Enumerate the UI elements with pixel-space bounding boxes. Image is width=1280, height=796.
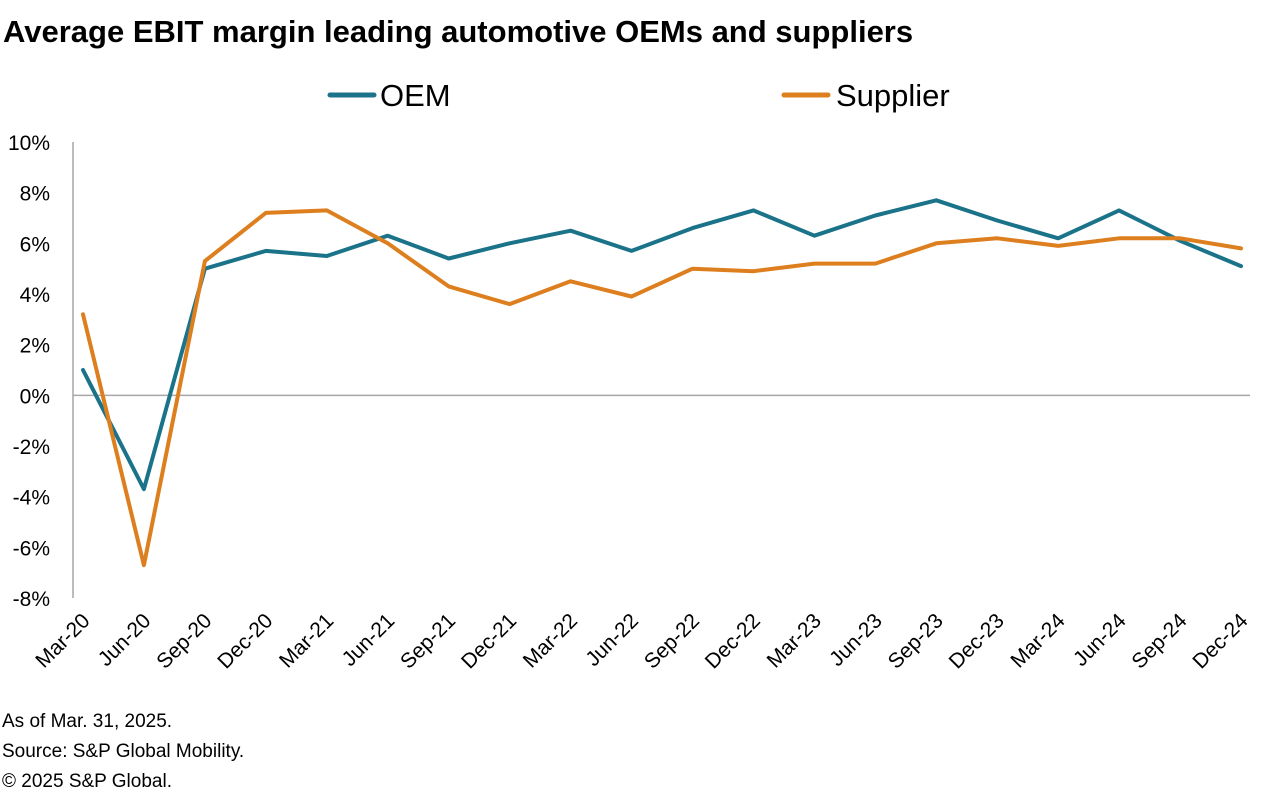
y-tick-label: 2% [20,335,50,358]
x-tick-label: Jun-20 [94,609,156,671]
y-tick-label: 0% [20,385,50,408]
x-tick-label: Jun-22 [581,609,643,671]
legend-label-supplier: Supplier [836,78,950,113]
y-tick-label: -6% [13,537,50,560]
series-layer [81,198,1243,568]
footnote-source: Source: S&P Global Mobility. [2,741,245,762]
y-tick-label: 6% [20,233,50,256]
x-tick-label: Sep-24 [1127,609,1191,673]
footnote-date: As of Mar. 31, 2025. [2,711,173,732]
x-tick-label: Sep-20 [152,609,216,673]
x-tick-label: Sep-22 [640,609,704,673]
x-tick-label: Dec-21 [457,609,521,673]
y-axis: 10% 8% 6% 4% 2% 0% -2% -4% -6% -8% [8,132,74,611]
series-line-supplier [81,208,1243,568]
x-tick-label: Mar-20 [31,609,94,672]
legend-label-oem: OEM [380,78,451,113]
x-tick-label: Dec-22 [701,609,765,673]
line-chart: OEM Supplier 10% 8% 6% 4% 2% 0% -2% -4% -6% -8% Ma… [8,78,1253,673]
x-tick-label: Jun-24 [1069,609,1131,671]
y-tick-label: 4% [20,284,50,307]
y-tick-label: 8% [20,183,50,206]
x-tick-label: Mar-22 [519,609,582,672]
x-tick-label: Sep-21 [396,609,460,673]
series-line-oem [81,198,1243,492]
x-tick-label: Dec-20 [213,609,277,673]
x-tick-label: Jun-21 [338,609,400,671]
x-tick-label: Mar-21 [275,609,338,672]
footnote-copyright: © 2025 S&P Global. [2,771,172,792]
y-tick-label: 10% [8,132,50,155]
legend: OEM Supplier [327,78,950,113]
y-tick-label: -4% [13,487,50,510]
y-tick-label: -8% [13,588,50,611]
x-tick-label: Mar-23 [763,609,826,672]
x-tick-label: Jun-23 [825,609,887,671]
y-tick-label: -2% [13,436,50,459]
x-tick-label: Sep-23 [884,609,948,673]
chart-title: Average EBIT margin leading automotive O… [3,14,914,49]
x-tick-label: Dec-23 [945,609,1009,673]
x-tick-label: Dec-24 [1188,609,1252,673]
x-tick-label: Mar-24 [1006,609,1070,673]
